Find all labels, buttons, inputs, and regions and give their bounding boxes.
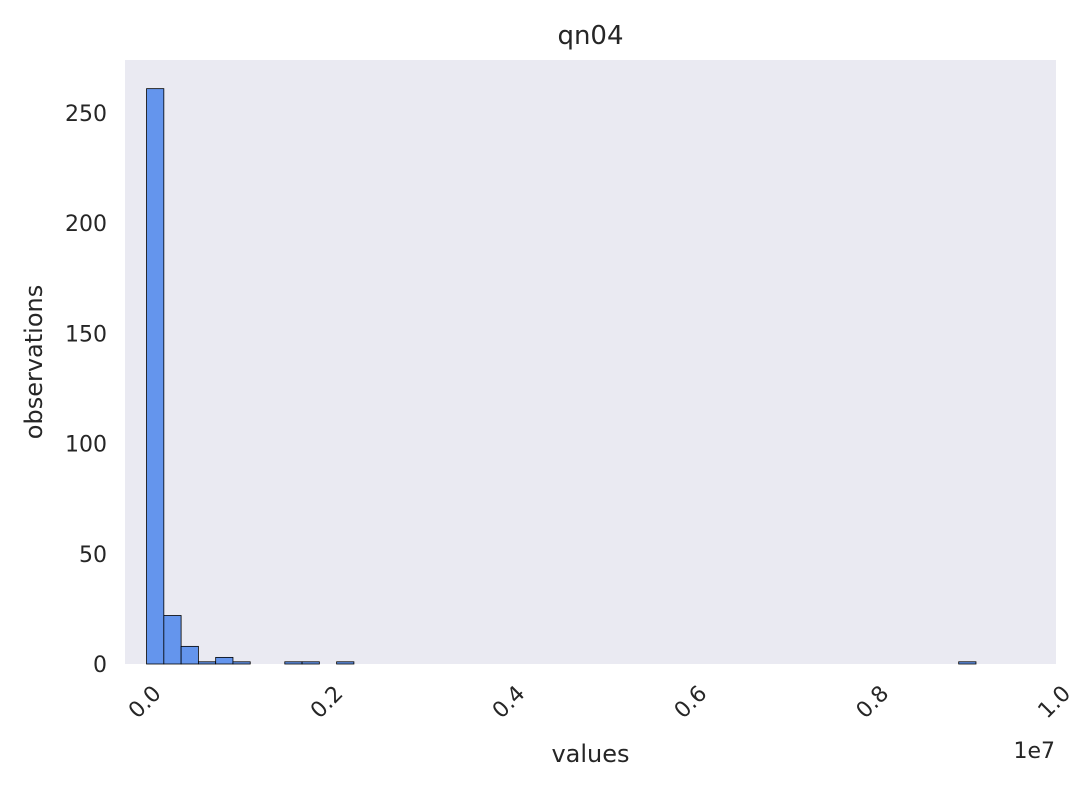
y-axis-label: observations — [20, 285, 48, 439]
histogram-bar — [215, 656, 234, 665]
chart-title: qn04 — [557, 21, 623, 51]
x-tick-label: 0.4 — [488, 681, 530, 723]
x-axis-label: values — [551, 740, 629, 768]
y-tick-label: 150 — [65, 322, 107, 347]
x-tick-label: 0.8 — [852, 681, 894, 723]
histogram-bar — [958, 661, 977, 665]
histogram-bar — [301, 661, 320, 665]
histogram-bars — [146, 88, 977, 665]
x-axis-offset-label: 1e7 — [1013, 739, 1055, 764]
histogram-bar — [232, 661, 251, 665]
x-tick-label: 0.6 — [670, 681, 712, 723]
histogram-bar — [197, 661, 217, 665]
histogram-bar — [180, 645, 199, 665]
x-axis-ticks: 0.0 0.2 0.4 0.6 0.8 1.0 — [124, 681, 1076, 723]
histogram-bar — [284, 661, 303, 665]
y-tick-label: 250 — [65, 102, 107, 127]
x-tick-label: 0.2 — [306, 681, 348, 723]
histogram-bar — [336, 661, 355, 665]
plot-background — [125, 60, 1056, 664]
x-tick-label: 0.0 — [124, 681, 166, 723]
x-tick-label: 1.0 — [1034, 681, 1076, 723]
y-tick-label: 50 — [79, 543, 107, 568]
y-axis-ticks: 0 50 100 150 200 250 — [65, 102, 107, 678]
y-tick-label: 100 — [65, 433, 107, 458]
histogram-bar — [163, 615, 182, 665]
y-tick-label: 0 — [93, 653, 107, 678]
y-tick-label: 200 — [65, 212, 107, 237]
histogram-bar — [146, 88, 165, 665]
